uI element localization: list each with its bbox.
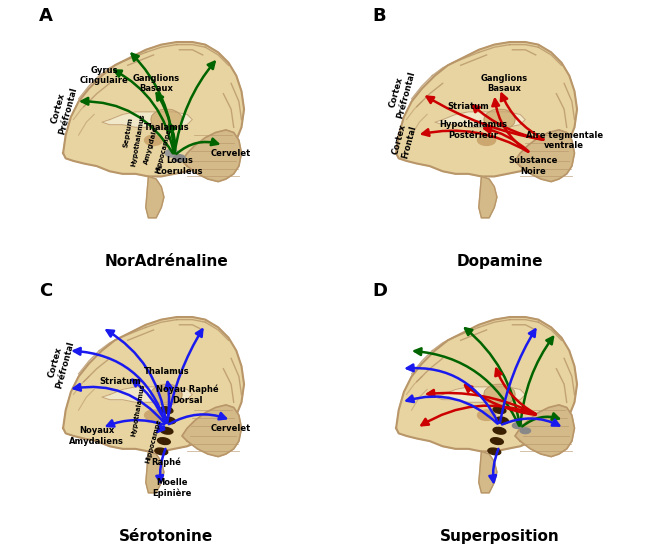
Text: Hypothalamus: Hypothalamus [131, 113, 146, 167]
Text: C: C [39, 282, 53, 300]
Ellipse shape [488, 448, 501, 455]
Ellipse shape [158, 438, 170, 444]
Polygon shape [515, 130, 575, 182]
Ellipse shape [478, 135, 496, 145]
Ellipse shape [478, 410, 496, 420]
Polygon shape [435, 387, 525, 403]
Text: Locus
Coeruleus: Locus Coeruleus [156, 156, 203, 176]
Text: Ganglions
Basaux: Ganglions Basaux [133, 74, 180, 93]
Polygon shape [479, 177, 497, 218]
Text: Moelle
Epinière: Moelle Epinière [152, 477, 191, 498]
Ellipse shape [493, 406, 506, 414]
Text: Hippocampe: Hippocampe [145, 418, 163, 464]
Text: Superposition: Superposition [440, 529, 559, 544]
Text: Septum: Septum [122, 117, 133, 148]
Ellipse shape [165, 149, 178, 157]
Text: Aire tegmentale
ventrale: Aire tegmentale ventrale [525, 130, 603, 150]
Text: Noyau Raphé
Dorsal: Noyau Raphé Dorsal [156, 384, 218, 404]
Text: D: D [372, 282, 388, 300]
Text: Hippocampe: Hippocampe [155, 128, 172, 174]
Polygon shape [435, 112, 525, 127]
Ellipse shape [145, 410, 163, 420]
Text: Sérotonine: Sérotonine [119, 529, 214, 544]
Ellipse shape [163, 417, 175, 424]
Ellipse shape [151, 109, 182, 130]
Text: Striatum: Striatum [99, 377, 141, 386]
Text: Thalamus: Thalamus [144, 123, 189, 132]
Text: Cortex
Préfrontal: Cortex Préfrontal [45, 338, 76, 389]
Ellipse shape [174, 155, 185, 162]
Text: B: B [372, 7, 386, 25]
Text: Cortex
Préfrontal: Cortex Préfrontal [47, 83, 79, 135]
Polygon shape [63, 42, 244, 177]
Ellipse shape [491, 438, 503, 444]
Ellipse shape [484, 109, 515, 130]
Ellipse shape [160, 427, 173, 434]
Ellipse shape [484, 384, 515, 405]
Text: Cervelet: Cervelet [211, 148, 251, 158]
Ellipse shape [512, 423, 523, 428]
Text: Gyrus
Cingulaire: Gyrus Cingulaire [80, 66, 129, 85]
Polygon shape [102, 387, 192, 403]
Text: Cervelet: Cervelet [211, 424, 251, 433]
Ellipse shape [160, 406, 173, 414]
Text: Dopamine: Dopamine [456, 254, 543, 270]
Polygon shape [515, 405, 575, 456]
Polygon shape [146, 177, 164, 218]
Ellipse shape [151, 384, 182, 405]
Text: NorAdrénaline: NorAdrénaline [105, 254, 228, 270]
Text: Cortex
Frontal: Cortex Frontal [390, 122, 418, 159]
Polygon shape [63, 317, 244, 452]
Text: A: A [39, 7, 53, 25]
Text: Amygdale: Amygdale [143, 125, 159, 165]
Text: Thalamus: Thalamus [144, 367, 189, 376]
Ellipse shape [493, 427, 506, 434]
Ellipse shape [145, 135, 163, 145]
Text: Raphé: Raphé [152, 457, 181, 466]
Text: Striatum: Striatum [448, 102, 490, 111]
Text: Ganglions
Basaux: Ganglions Basaux [481, 74, 528, 93]
Text: Hypothalamus
Postérieur: Hypothalamus Postérieur [440, 120, 507, 140]
Polygon shape [102, 112, 192, 127]
Ellipse shape [520, 428, 531, 433]
Polygon shape [146, 452, 164, 493]
Polygon shape [182, 130, 242, 182]
Polygon shape [396, 317, 577, 452]
Text: Noyaux
Amydaliens: Noyaux Amydaliens [69, 426, 124, 446]
Text: Hypothalamus: Hypothalamus [131, 383, 146, 437]
Text: Cortex
Préfrontal: Cortex Préfrontal [386, 68, 417, 120]
Text: Substance
Noire: Substance Noire [508, 156, 558, 176]
Polygon shape [479, 452, 497, 493]
Polygon shape [182, 405, 242, 456]
Ellipse shape [155, 448, 168, 455]
Ellipse shape [496, 417, 508, 424]
Polygon shape [396, 42, 577, 177]
